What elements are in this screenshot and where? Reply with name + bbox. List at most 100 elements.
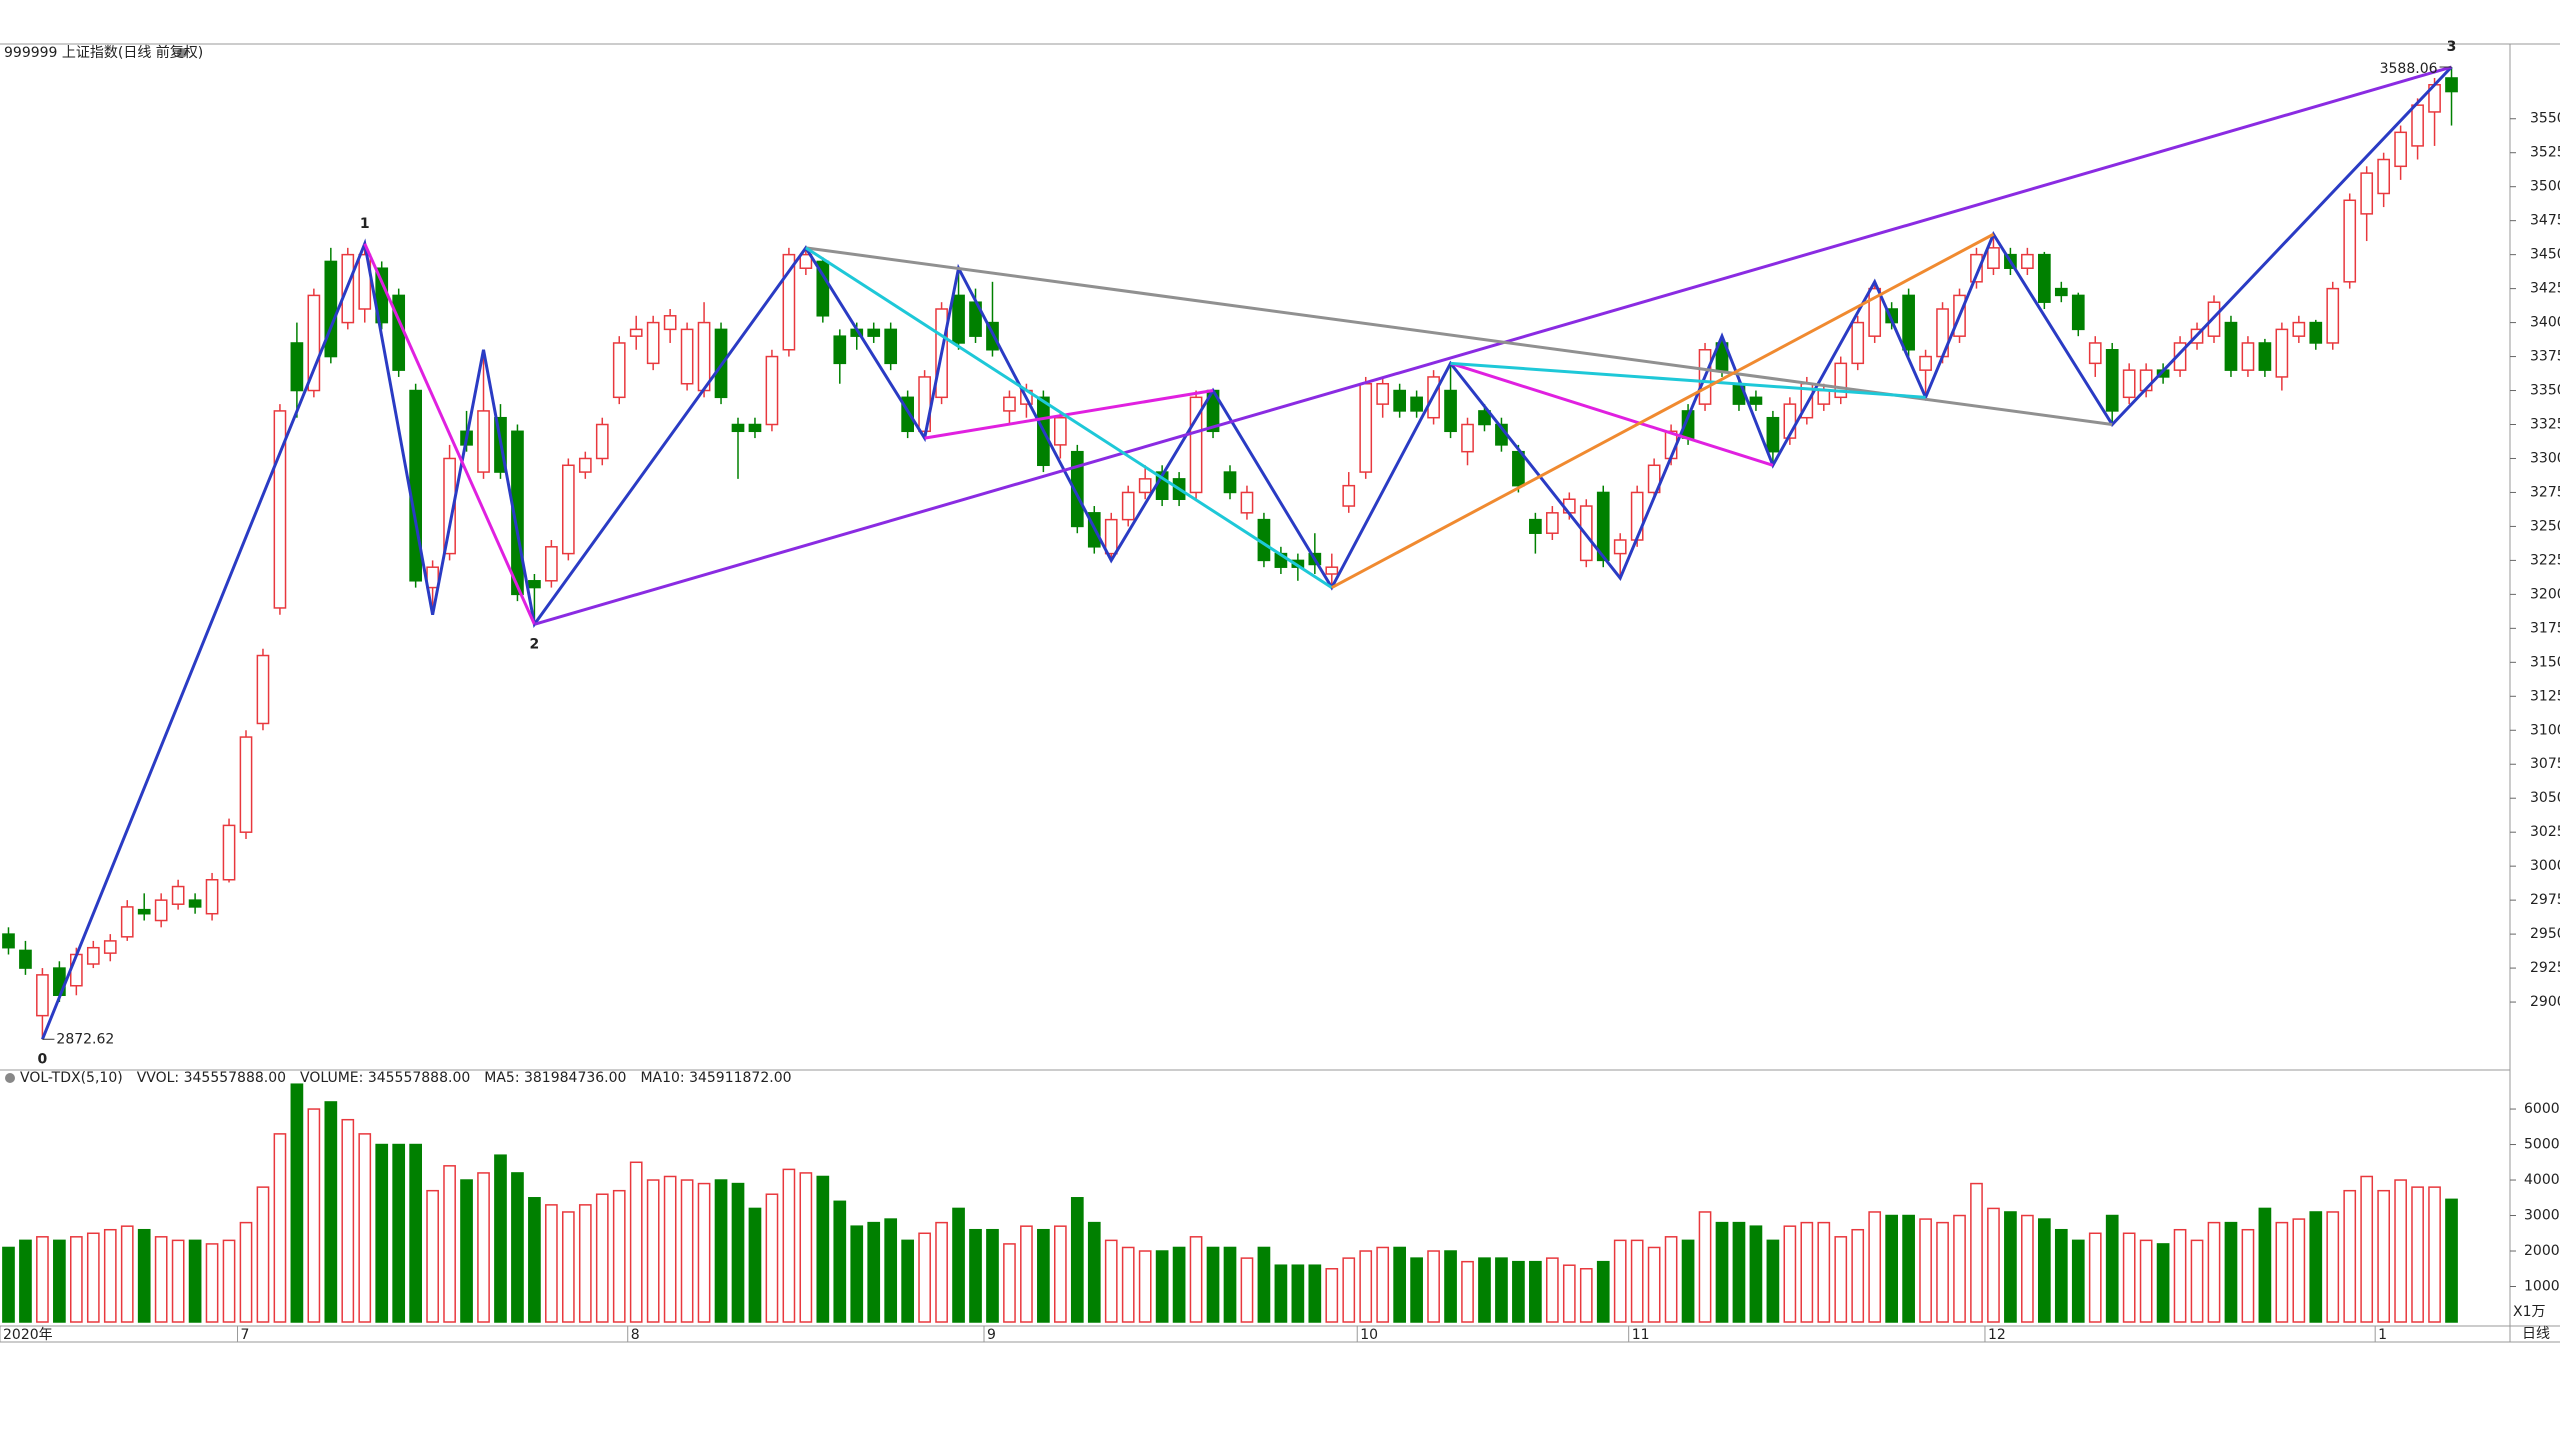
volume-bar: [409, 1143, 423, 1323]
volume-bar: [578, 1204, 592, 1323]
volume-bar: [1427, 1250, 1440, 1323]
price-label: 3588.06: [2380, 61, 2438, 77]
candle-body: [1970, 253, 1983, 283]
volume-bar: [2, 1246, 15, 1323]
candle-body: [1613, 539, 1627, 555]
volume-bar: [2258, 1207, 2272, 1323]
volume-bar: [2394, 1179, 2407, 1323]
candle-body: [36, 974, 49, 1017]
y-tick-label: 3350: [2530, 383, 2560, 399]
candle-body: [663, 315, 677, 331]
x-tick-label: 10: [1360, 1327, 1378, 1343]
volume-bar: [1868, 1211, 1882, 1323]
volume-bar: [2173, 1228, 2187, 1323]
candle-body: [2, 933, 15, 949]
candle-body: [120, 906, 134, 938]
candle-body: [2173, 342, 2187, 371]
volume-bar: [867, 1221, 881, 1323]
wave-line: [924, 389, 1214, 440]
volume-bar: [222, 1239, 236, 1323]
candle-body: [646, 321, 660, 365]
x-tick-label: 12: [1988, 1327, 2006, 1343]
candle-body: [511, 430, 524, 596]
volume-bar: [1664, 1236, 1678, 1323]
volume-bar: [1987, 1207, 2000, 1323]
candle-body: [901, 396, 915, 433]
volume-bar: [36, 1236, 49, 1323]
volume-header: VOL-TDX(5,10) VVOL: 345557888.00 VOLUME: 3…: [20, 1070, 792, 1086]
volume-bar: [2224, 1221, 2238, 1323]
wave-label: 1: [360, 216, 370, 232]
volume-bar: [120, 1225, 134, 1323]
volume-bar: [1732, 1221, 1746, 1323]
volume-bar: [324, 1101, 338, 1323]
volume-bar: [850, 1225, 864, 1323]
candle-body: [2292, 321, 2306, 337]
volume-bar: [1885, 1214, 1899, 1323]
volume-bar: [205, 1243, 219, 1323]
candle-body: [2071, 294, 2085, 331]
candle-body: [1512, 450, 1525, 487]
candle-body: [1461, 423, 1474, 453]
volume-bar: [1172, 1246, 1186, 1323]
volume-bar: [1698, 1211, 1712, 1323]
volume-bar: [1037, 1228, 1050, 1323]
x-tick-label: 11: [1632, 1327, 1650, 1343]
candle-body: [2275, 328, 2289, 378]
volume-bar: [307, 1108, 321, 1323]
candle-body: [2411, 104, 2424, 147]
candle-body: [256, 654, 270, 725]
candle-body: [1783, 403, 1797, 439]
candle-body: [1529, 518, 1542, 534]
candle-body: [680, 328, 694, 385]
volume-bar: [680, 1179, 694, 1323]
candle-body: [1359, 382, 1373, 473]
candle-body: [2394, 131, 2407, 168]
candle-body: [1766, 416, 1780, 453]
volume-bar: [545, 1204, 558, 1323]
candle-body: [2037, 253, 2051, 303]
x-tick-label: 7: [241, 1327, 250, 1343]
volume-bar: [426, 1189, 439, 1323]
candle-body: [222, 824, 236, 881]
candle-body: [952, 294, 965, 344]
volume-bar: [1936, 1221, 1949, 1323]
volume-bar: [1478, 1257, 1491, 1323]
volume-bar: [2326, 1211, 2340, 1323]
icon[interactable]: [5, 1073, 15, 1083]
volume-bar: [1783, 1225, 1797, 1323]
volume-bar: [1613, 1239, 1627, 1323]
icon[interactable]: [177, 48, 187, 58]
candle-body: [1749, 396, 1763, 405]
volume-bar: [1902, 1214, 1915, 1323]
y-tick-label: 3425: [2530, 281, 2560, 297]
volume-header-item: MA5: 381984736.00: [484, 1070, 626, 1086]
candle-body: [782, 253, 796, 351]
volume-bar: [137, 1228, 151, 1323]
candle-body: [2360, 172, 2374, 215]
x-tick-label: 2020年: [3, 1327, 53, 1343]
volume-bar: [663, 1175, 677, 1323]
volume-bar: [2122, 1232, 2136, 1323]
volume-bar: [1342, 1257, 1356, 1323]
volume-bar: [2309, 1211, 2323, 1323]
volume-bar: [2428, 1186, 2441, 1323]
volume-bar: [1206, 1246, 1220, 1323]
volume-bar: [290, 1083, 304, 1323]
candle-body: [867, 328, 881, 337]
volume-bar: [2054, 1228, 2068, 1323]
volume-bar: [1240, 1257, 1254, 1323]
candle-body: [2054, 287, 2068, 297]
volume-bar: [2360, 1175, 2374, 1323]
volume-bar: [19, 1239, 32, 1323]
candle-body: [86, 946, 100, 965]
volume-bar: [2037, 1218, 2051, 1323]
candle-body: [2021, 253, 2034, 269]
volume-bar: [477, 1172, 490, 1323]
volume-bar: [2071, 1239, 2085, 1323]
candle-body: [595, 423, 609, 460]
volume-bar: [2139, 1239, 2153, 1323]
candle-body: [748, 423, 762, 433]
y-tick-label: 2925: [2530, 960, 2560, 976]
candle-body: [1138, 478, 1152, 494]
